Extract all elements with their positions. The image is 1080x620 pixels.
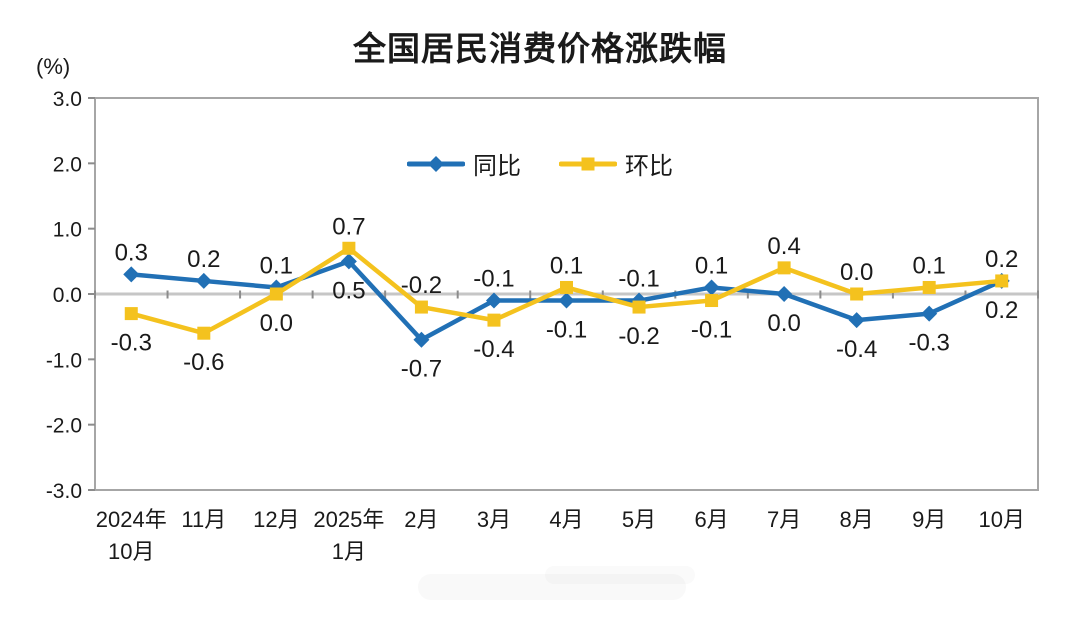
data-label: -0.1: [473, 266, 514, 293]
watermark-smudge: [545, 566, 695, 584]
data-point-diamond: [921, 305, 938, 322]
data-point-diamond: [776, 286, 793, 302]
data-point-square: [560, 280, 573, 294]
data-label: 0.1: [695, 252, 728, 279]
data-label: 0.2: [187, 246, 220, 273]
chart-title: 全国居民消费价格涨跌幅: [353, 30, 727, 67]
data-label: 0.3: [115, 239, 148, 266]
data-point-diamond: [340, 253, 357, 270]
x-tick-label: 8月: [840, 507, 874, 532]
data-label: 0.2: [985, 297, 1018, 324]
data-point-diamond: [413, 331, 430, 348]
data-label: -0.3: [909, 330, 950, 357]
data-label: -0.2: [401, 272, 442, 299]
data-point-square: [269, 287, 283, 301]
data-point-square: [124, 307, 138, 321]
legend-swatch-square: [559, 157, 617, 170]
y-tick-label: -1.0: [46, 349, 82, 372]
data-label: -0.3: [111, 330, 152, 357]
data-label: -0.7: [401, 356, 442, 383]
x-tick-label: 4月: [549, 507, 583, 532]
legend-item-0: 同比: [407, 146, 521, 181]
x-tick-label: 9月: [912, 507, 946, 532]
x-tick-label: 7月: [767, 507, 801, 532]
data-point-diamond: [485, 292, 502, 309]
y-tick-label: 3.0: [53, 88, 82, 111]
data-label: 0.1: [550, 252, 583, 279]
data-label: -0.1: [618, 266, 659, 293]
legend-swatch-diamond: [407, 155, 465, 172]
data-point-square: [342, 241, 356, 255]
data-label: 0.0: [260, 310, 293, 337]
x-tick-label: 12月: [253, 507, 299, 532]
data-label: 0.5: [332, 277, 365, 304]
data-label: 0.0: [767, 310, 800, 337]
x-tick-label: 10月: [108, 539, 154, 564]
x-tick-label: 10月: [978, 507, 1024, 532]
x-tick-label: 2025年: [313, 507, 384, 532]
data-label: -0.1: [691, 317, 732, 344]
data-label: 0.1: [260, 252, 293, 279]
data-label: 0.7: [332, 213, 365, 240]
data-point-square: [414, 300, 428, 314]
x-tick-label: 1月: [332, 539, 366, 564]
data-point-diamond: [123, 266, 140, 283]
data-label: -0.6: [183, 349, 224, 376]
x-tick-label: 2024年: [96, 507, 167, 532]
x-tick-label: 5月: [622, 507, 656, 532]
legend-item-1: 环比: [559, 146, 673, 181]
y-axis-unit-label: (%): [36, 54, 71, 79]
data-point-diamond: [558, 292, 575, 309]
data-label: -0.1: [546, 317, 587, 344]
legend: 同比 环比: [407, 146, 673, 181]
y-tick-label: -3.0: [46, 480, 82, 503]
y-tick-label: 1.0: [53, 219, 82, 242]
data-point-square: [197, 326, 211, 340]
y-tick-label: 0.0: [53, 284, 82, 307]
y-tick-label: 2.0: [53, 153, 82, 176]
data-label: -0.2: [618, 323, 659, 350]
data-point-diamond: [703, 279, 720, 296]
x-tick-label: 6月: [694, 507, 728, 532]
data-point-square: [995, 274, 1009, 288]
data-label: -0.4: [473, 336, 514, 363]
data-point-diamond: [848, 312, 865, 329]
data-label: 0.0: [840, 259, 873, 286]
y-tick-label: -2.0: [46, 415, 82, 438]
data-label: 0.4: [767, 233, 800, 260]
data-point-square: [922, 280, 936, 294]
data-label: -0.4: [836, 336, 877, 363]
data-point-square: [850, 287, 864, 301]
x-tick-label: 3月: [477, 507, 511, 532]
data-point-square: [705, 294, 719, 308]
data-point-square: [777, 261, 791, 275]
data-point-square: [487, 313, 501, 327]
watermark-smudge: [418, 574, 686, 600]
x-tick-label: 2月: [404, 507, 438, 532]
x-tick-label: 11月: [181, 507, 226, 532]
legend-label: 环比: [625, 153, 673, 180]
data-point-square: [632, 300, 646, 314]
legend-label: 同比: [473, 153, 521, 180]
data-label: 0.2: [985, 246, 1018, 273]
data-label: 0.1: [913, 252, 946, 279]
data-point-diamond: [195, 272, 212, 289]
